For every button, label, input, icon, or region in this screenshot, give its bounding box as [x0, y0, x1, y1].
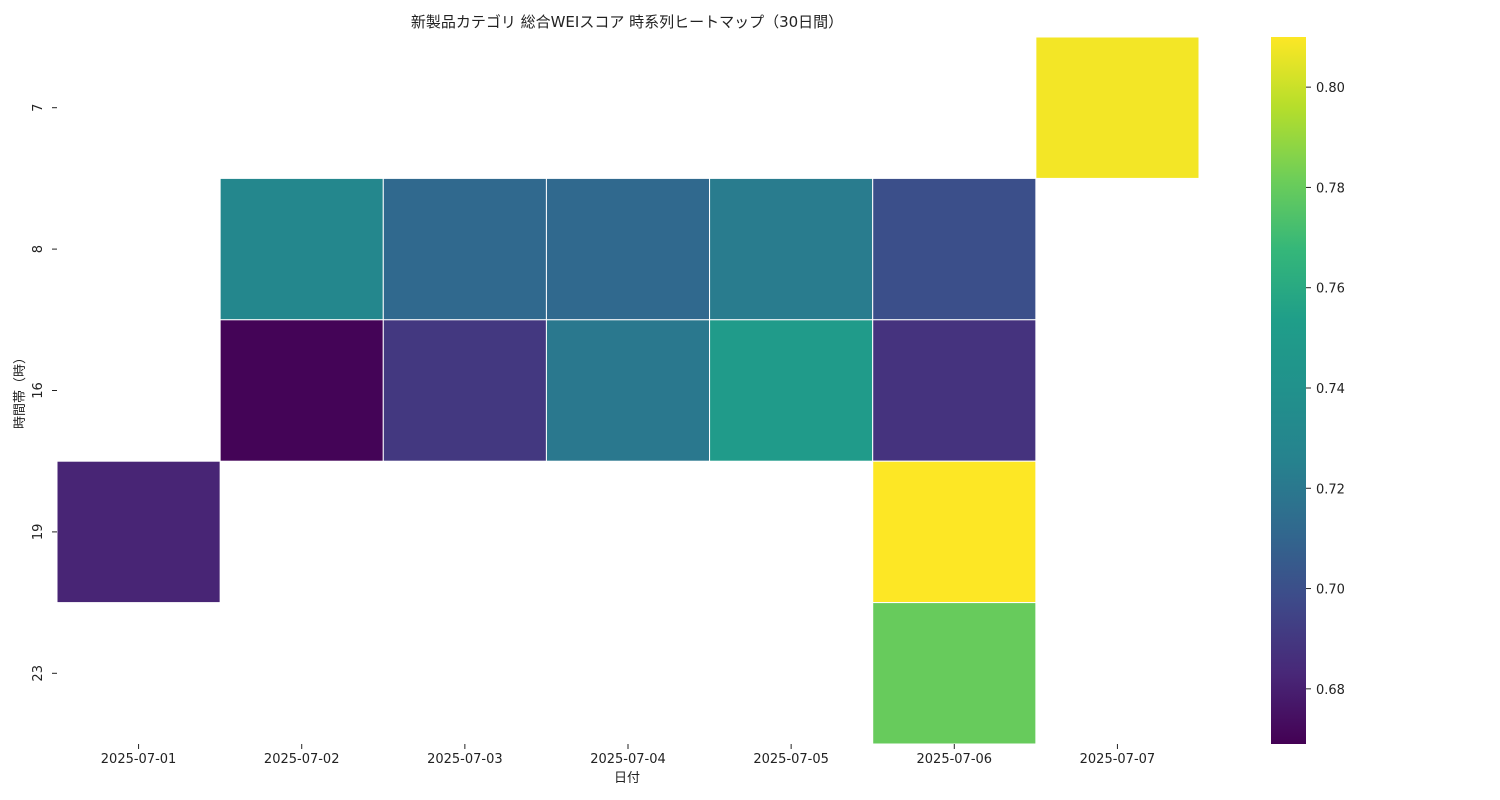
- heatmap-cell-8-2025-07-02: [219, 177, 384, 321]
- colorbar-gradient: [1271, 37, 1306, 744]
- y-tick-label: 7: [31, 104, 46, 112]
- x-tick-label: 2025-07-05: [753, 752, 829, 767]
- heatmap-cell-16-2025-07-05: [709, 319, 874, 462]
- heatmap-cell-16-2025-07-03: [382, 319, 547, 462]
- heatmap-cell-8-2025-07-04: [545, 177, 711, 321]
- heatmap-cell-16-2025-07-02: [219, 319, 384, 462]
- heatmap-cell-16-2025-07-04: [545, 319, 711, 462]
- colorbar-tick-label: 0.70: [1316, 583, 1345, 598]
- x-tick-label: 2025-07-01: [101, 752, 177, 767]
- colorbar-ticks: 0.68 0.70 0.72 0.74 0.76 0.78 0.80: [1306, 81, 1345, 698]
- x-tick-label: 2025-07-02: [264, 752, 340, 767]
- y-tick-label: 8: [31, 245, 46, 253]
- y-tick-label: 16: [31, 382, 46, 399]
- colorbar-tick-label: 0.74: [1316, 382, 1345, 397]
- heatmap-cell-19-2025-07-01: [56, 460, 221, 604]
- chart-title: 新製品カテゴリ 総合WEIスコア 時系列ヒートマップ（30日間）: [411, 13, 843, 31]
- heatmap-cell-8-2025-07-06: [872, 177, 1037, 321]
- heatmap-cell-8-2025-07-03: [382, 177, 547, 321]
- x-axis-ticks: 2025-07-01 2025-07-02 2025-07-03 2025-07-04…: [101, 744, 1155, 767]
- colorbar: 0.68 0.70 0.72 0.74 0.76 0.78 0.80: [1271, 37, 1345, 744]
- x-tick-label: 2025-07-07: [1080, 752, 1156, 767]
- colorbar-tick-label: 0.68: [1316, 683, 1345, 698]
- colorbar-tick-label: 0.80: [1316, 81, 1345, 96]
- y-tick-label: 19: [31, 524, 46, 541]
- heatmap-cell-7-2025-07-07: [1035, 36, 1200, 179]
- x-axis-label: 日付: [614, 771, 640, 786]
- colorbar-tick-label: 0.76: [1316, 282, 1345, 297]
- y-axis-ticks: 7 8 16 19 23: [31, 104, 57, 682]
- x-tick-label: 2025-07-03: [427, 752, 503, 767]
- colorbar-tick-label: 0.78: [1316, 181, 1345, 196]
- x-tick-label: 2025-07-04: [590, 752, 666, 767]
- colorbar-tick-label: 0.72: [1316, 482, 1345, 497]
- heatmap-cell-19-2025-07-06: [872, 460, 1037, 604]
- heatmap-cell-23-2025-07-06: [872, 602, 1037, 745]
- x-tick-label: 2025-07-06: [917, 752, 993, 767]
- y-tick-label: 23: [31, 665, 46, 682]
- y-axis-label: 時間帯（時）: [13, 351, 28, 429]
- heatmap-cell-8-2025-07-05: [709, 177, 874, 321]
- heatmap-cells: [56, 36, 1200, 745]
- heatmap-cell-16-2025-07-06: [872, 319, 1037, 462]
